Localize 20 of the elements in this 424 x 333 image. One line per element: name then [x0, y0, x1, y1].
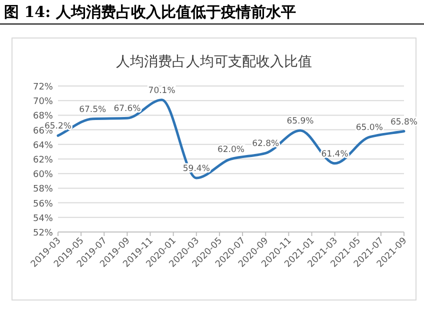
data-label: 62.8%	[252, 139, 280, 150]
data-label: 70.1%	[148, 86, 176, 96]
chart-title: 图 14: 人均消费占收入比值低于疫情前水平	[4, 3, 296, 21]
chart-subtitle: 人均消费占人均可支配收入比值	[116, 54, 312, 70]
y-tick-label: 70%	[32, 97, 54, 108]
data-label: 65.8%	[390, 117, 418, 128]
data-label: 62.0%	[217, 145, 245, 155]
data-label: 67.6%	[114, 104, 141, 114]
data-label: 65.0%	[356, 123, 383, 134]
y-tick-label: 60%	[32, 170, 54, 180]
y-tick-label: 54%	[32, 214, 54, 224]
y-tick-label: 52%	[32, 228, 54, 238]
y-tick-label: 56%	[32, 199, 54, 210]
y-tick-label: 62%	[32, 156, 54, 166]
data-label: 67.5%	[79, 104, 106, 115]
y-tick-label: 72%	[32, 82, 54, 92]
y-tick-label: 68%	[32, 112, 54, 122]
y-tick-label: 58%	[32, 184, 54, 195]
data-label: 65.9%	[286, 116, 314, 127]
y-tick-label: 64%	[32, 140, 54, 151]
